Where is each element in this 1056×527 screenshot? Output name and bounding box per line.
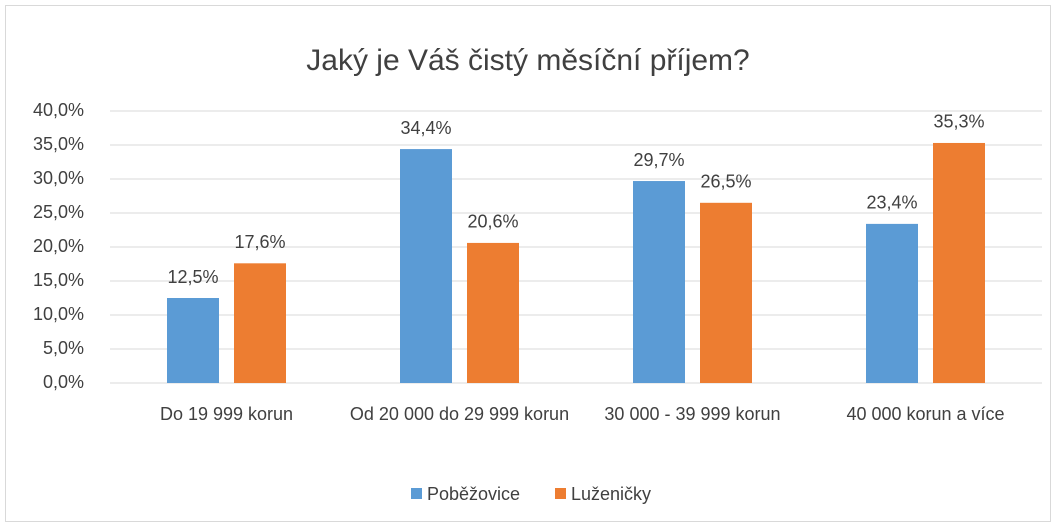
data-label: 23,4% — [866, 193, 917, 213]
bar — [167, 298, 219, 383]
data-label: 34,4% — [400, 118, 451, 138]
y-tick-label: 25,0% — [33, 202, 84, 222]
x-tick-label: Do 19 999 korun — [159, 404, 294, 424]
data-label: 26,5% — [700, 172, 751, 192]
data-label: 17,6% — [234, 232, 285, 252]
y-tick-label: 10,0% — [33, 304, 84, 324]
y-tick-label: 20,0% — [33, 236, 84, 256]
chart-title: Jaký je Váš čistý měsíční příjem? — [306, 44, 749, 77]
x-tick-label: 30 000 - 39 999 korun — [604, 404, 781, 424]
legend-swatch — [555, 488, 566, 499]
y-tick-label: 30,0% — [33, 168, 84, 188]
bar — [700, 202, 752, 383]
legend-label: Luženičky — [571, 484, 651, 504]
y-tick-label: 5,0% — [43, 338, 84, 358]
bar — [234, 263, 286, 383]
data-label: 12,5% — [167, 267, 218, 287]
bar — [866, 223, 918, 383]
bar — [467, 242, 519, 383]
legend-swatch — [411, 488, 422, 499]
legend-label: Poběžovice — [427, 484, 520, 504]
y-tick-label: 40,0% — [33, 100, 84, 120]
x-tick-label: Od 20 000 do 29 999 korun — [349, 404, 570, 424]
bar — [400, 149, 452, 383]
bar — [633, 181, 685, 383]
bar — [933, 142, 985, 383]
y-tick-label: 0,0% — [43, 372, 84, 392]
y-tick-label: 15,0% — [33, 270, 84, 290]
data-label: 20,6% — [467, 212, 518, 232]
x-tick-label: 40 000 korun a více — [846, 404, 1005, 424]
y-tick-label: 35,0% — [33, 134, 84, 154]
data-label: 35,3% — [933, 112, 984, 132]
data-label: 29,7% — [633, 150, 684, 170]
